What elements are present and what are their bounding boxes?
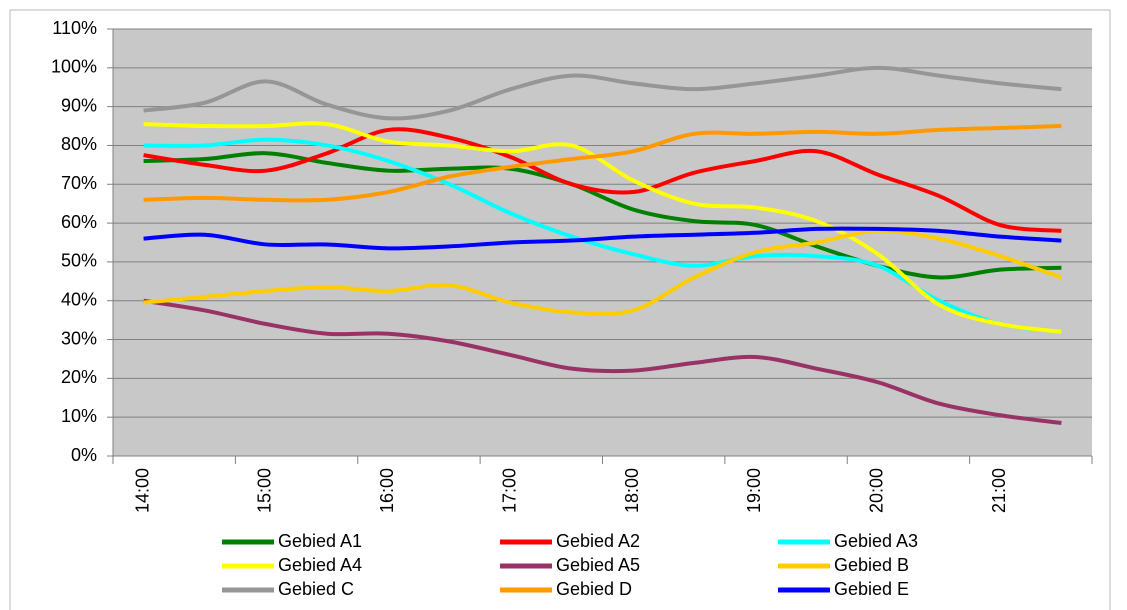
y-tick-label: 0% (71, 445, 97, 465)
x-tick-label: 15:00 (255, 468, 275, 513)
y-tick-label: 90% (61, 95, 97, 115)
legend-label: Gebied A5 (556, 555, 640, 575)
series-line (143, 124, 1062, 203)
legend-label: Gebied D (556, 579, 632, 599)
y-tick-label: 30% (61, 328, 97, 348)
y-tick-label: 60% (61, 212, 97, 232)
series-line (143, 226, 1062, 251)
x-tick-label: 18:00 (622, 468, 642, 513)
legend-label: Gebied E (834, 579, 909, 599)
legend-label: Gebied A2 (556, 531, 640, 551)
y-tick-label: 20% (61, 367, 97, 387)
x-tick-label: 19:00 (744, 468, 764, 513)
y-tick-label: 40% (61, 289, 97, 309)
legend-label: Gebied A4 (278, 555, 362, 575)
y-tick-label: 10% (61, 406, 97, 426)
series-line (143, 228, 1063, 317)
series-line (143, 121, 1062, 334)
series-line (143, 298, 1062, 425)
series-line (143, 65, 1062, 121)
y-tick-label: 70% (61, 173, 97, 193)
y-tick-label: 80% (61, 134, 97, 154)
legend-label: Gebied A1 (278, 531, 362, 551)
y-tick-label: 110% (52, 18, 97, 38)
legend-label: Gebied B (834, 555, 909, 575)
y-tick-label: 100% (51, 57, 97, 77)
x-tick-label: 20:00 (867, 468, 887, 513)
x-tick-label: 17:00 (499, 468, 519, 513)
legend-label: Gebied A3 (834, 531, 918, 551)
x-tick-label: 16:00 (377, 468, 397, 513)
x-tick-label: 21:00 (989, 468, 1009, 513)
y-tick-label: 50% (61, 251, 97, 271)
series-line (143, 151, 1062, 280)
series-line (143, 127, 1062, 233)
legend-label: Gebied C (278, 579, 354, 599)
x-tick-label: 14:00 (132, 468, 152, 513)
plot-area (113, 29, 1092, 456)
